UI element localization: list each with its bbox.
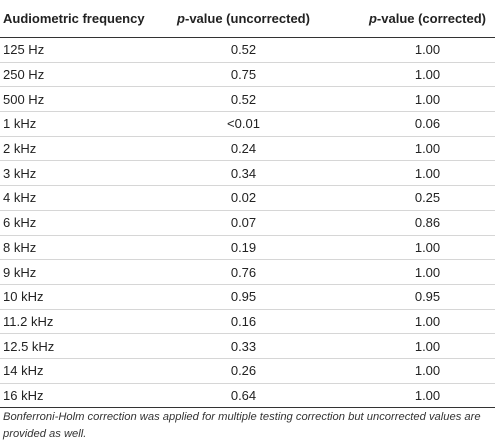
table-row: 11.2 kHz 0.16 1.00 <box>0 309 495 335</box>
cell-pvalue-corrected: 0.95 <box>320 284 495 310</box>
header-corrected-p: p <box>368 11 377 26</box>
cell-frequency: 12.5 kHz <box>0 333 145 359</box>
header-corrected-label: -value (corrected) <box>376 11 487 26</box>
cell-frequency: 4 kHz <box>0 185 145 211</box>
cell-frequency: 14 kHz <box>0 358 145 384</box>
cell-pvalue-corrected: 1.00 <box>320 333 495 359</box>
table-row: 500 Hz 0.52 1.00 <box>0 86 495 113</box>
cell-frequency: 2 kHz <box>0 136 145 162</box>
cell-pvalue-uncorrected: 0.52 <box>145 37 320 63</box>
cell-pvalue-uncorrected: 0.52 <box>145 86 320 113</box>
cell-frequency: 6 kHz <box>0 210 145 236</box>
cell-pvalue-uncorrected: 0.64 <box>145 383 320 409</box>
header-row: Audiometric frequency p-value (uncorrect… <box>0 0 495 38</box>
cell-frequency: 250 Hz <box>0 62 145 88</box>
cell-pvalue-uncorrected: 0.19 <box>145 235 320 261</box>
cell-pvalue-corrected: 1.00 <box>320 62 495 88</box>
table-row: 125 Hz 0.52 1.00 <box>0 37 495 63</box>
table-row: 2 kHz 0.24 1.00 <box>0 136 495 162</box>
header-frequency: Audiometric frequency <box>0 0 145 38</box>
header-corrected: p-value (corrected) <box>320 0 495 38</box>
cell-pvalue-uncorrected: 0.07 <box>145 210 320 236</box>
table-row: 12.5 kHz 0.33 1.00 <box>0 333 495 359</box>
cell-frequency: 9 kHz <box>0 259 145 285</box>
cell-pvalue-corrected: 1.00 <box>320 160 495 187</box>
cell-frequency: 11.2 kHz <box>0 309 145 335</box>
cell-pvalue-uncorrected: 0.34 <box>145 160 320 187</box>
cell-frequency: 8 kHz <box>0 235 145 261</box>
table-row: 14 kHz 0.26 1.00 <box>0 358 495 384</box>
header-uncorrected-label: -value (uncorrected) <box>184 11 310 26</box>
cell-pvalue-corrected: 0.25 <box>320 185 495 211</box>
cell-frequency: 125 Hz <box>0 37 145 63</box>
table-row: 8 kHz 0.19 1.00 <box>0 235 495 261</box>
cell-pvalue-uncorrected: 0.75 <box>145 62 320 88</box>
table-row: 10 kHz 0.95 0.95 <box>0 284 495 310</box>
table-row: 250 Hz 0.75 1.00 <box>0 62 495 88</box>
cell-pvalue-corrected: 1.00 <box>320 86 495 113</box>
cell-pvalue-corrected: 1.00 <box>320 259 495 285</box>
header-uncorrected-p: p <box>177 11 185 26</box>
cell-frequency: 3 kHz <box>0 160 145 187</box>
table-row: 3 kHz 0.34 1.00 <box>0 160 495 187</box>
cell-pvalue-corrected: 1.00 <box>320 136 495 162</box>
table-body: 125 Hz 0.52 1.00 250 Hz 0.75 1.00 500 Hz 0.52 1.… <box>0 37 495 409</box>
table-row: 4 kHz 0.02 0.25 <box>0 185 495 211</box>
cell-pvalue-uncorrected: 0.95 <box>145 284 320 310</box>
table-row: 6 kHz 0.07 0.86 <box>0 210 495 236</box>
pvalue-table: Audiometric frequency p-value (uncorrect… <box>0 0 495 409</box>
table-row: 1 kHz <0.01 0.06 <box>0 111 495 137</box>
cell-pvalue-uncorrected: 0.24 <box>145 136 320 162</box>
cell-pvalue-corrected: 1.00 <box>320 383 495 409</box>
table-header: Audiometric frequency p-value (uncorrect… <box>0 0 495 38</box>
cell-pvalue-uncorrected: 0.16 <box>145 309 320 335</box>
cell-pvalue-corrected: 0.86 <box>320 210 495 236</box>
cell-frequency: 10 kHz <box>0 284 145 310</box>
cell-pvalue-corrected: 1.00 <box>320 235 495 261</box>
cell-pvalue-uncorrected: 0.26 <box>145 358 320 384</box>
cell-pvalue-corrected: 0.06 <box>320 111 495 137</box>
cell-frequency: 1 kHz <box>0 111 145 137</box>
cell-pvalue-uncorrected: 0.76 <box>145 259 320 285</box>
cell-frequency: 16 kHz <box>0 383 145 409</box>
cell-pvalue-corrected: 1.00 <box>320 37 495 63</box>
cell-frequency: 500 Hz <box>0 86 145 113</box>
cell-pvalue-uncorrected: <0.01 <box>145 111 320 137</box>
header-uncorrected: p-value (uncorrected) <box>145 0 320 38</box>
cell-pvalue-uncorrected: 0.02 <box>145 185 320 211</box>
table-footnote: Bonferroni-Holm correction was applied f… <box>3 411 481 440</box>
table-row: 16 kHz 0.64 1.00 <box>0 383 495 409</box>
cell-pvalue-corrected: 1.00 <box>320 358 495 384</box>
table-row: 9 kHz 0.76 1.00 <box>0 259 495 285</box>
cell-pvalue-corrected: 1.00 <box>320 309 495 335</box>
cell-pvalue-uncorrected: 0.33 <box>145 333 320 359</box>
